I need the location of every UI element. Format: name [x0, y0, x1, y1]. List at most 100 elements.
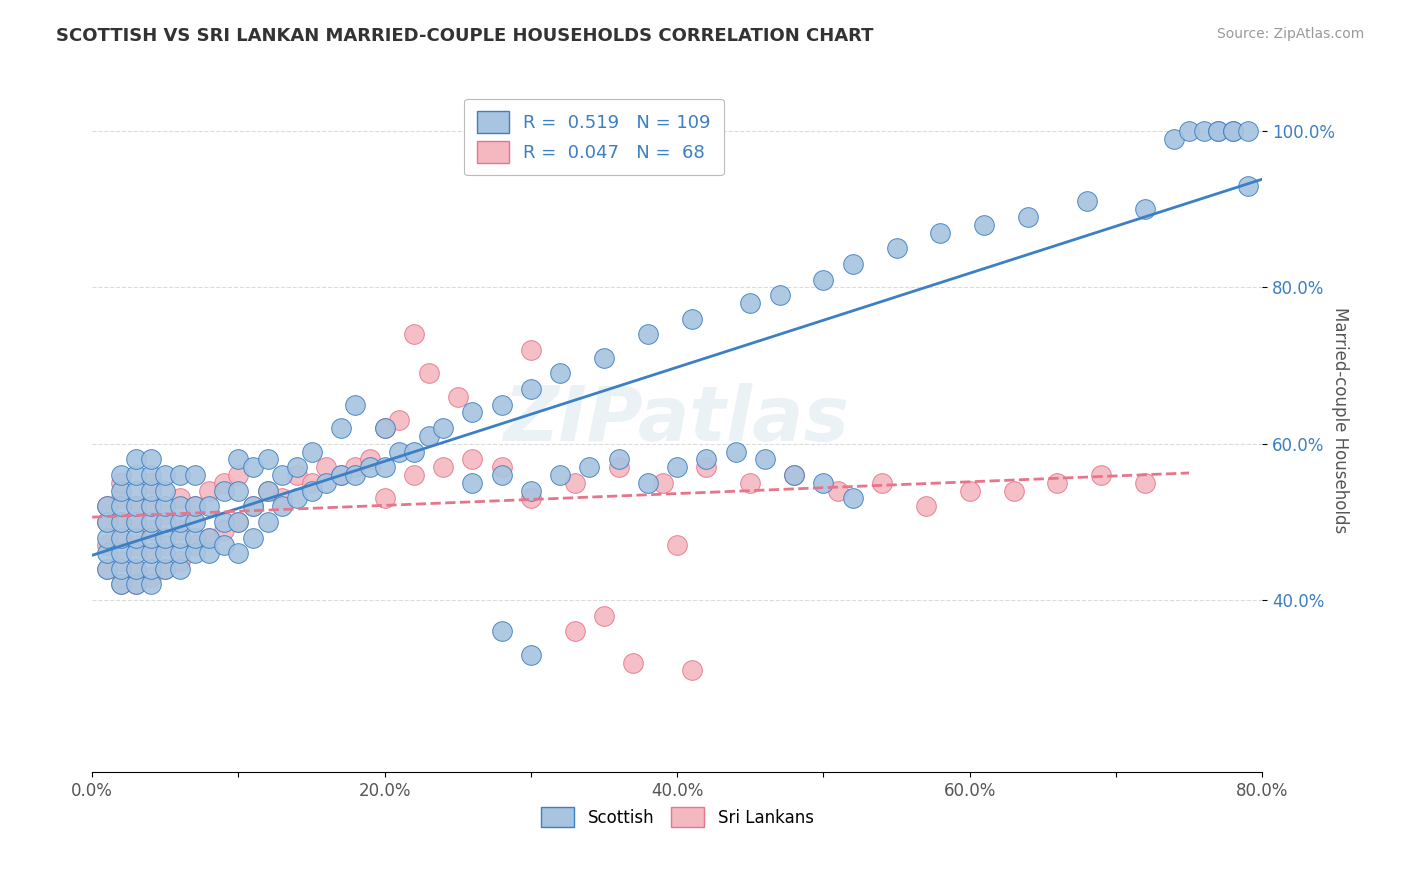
Point: [754, 452, 776, 467]
Point: [96, 500, 118, 514]
Point: [155, 515, 177, 529]
Point: [432, 421, 454, 435]
Point: [374, 421, 396, 435]
Y-axis label: Married-couple Households: Married-couple Households: [1331, 307, 1348, 533]
Point: [388, 444, 411, 458]
Point: [374, 491, 396, 506]
Point: [374, 460, 396, 475]
Point: [139, 500, 162, 514]
Point: [96, 562, 118, 576]
Point: [212, 538, 235, 552]
Point: [564, 624, 586, 639]
Point: [344, 460, 367, 475]
Point: [198, 500, 221, 514]
Point: [125, 515, 148, 529]
Point: [183, 531, 205, 545]
Point: [1208, 124, 1230, 138]
Point: [813, 272, 835, 286]
Point: [359, 452, 381, 467]
Point: [125, 483, 148, 498]
Point: [1090, 468, 1112, 483]
Point: [155, 507, 177, 521]
Point: [520, 648, 543, 662]
Point: [212, 483, 235, 498]
Point: [96, 531, 118, 545]
Point: [301, 483, 323, 498]
Point: [139, 452, 162, 467]
Point: [110, 546, 132, 560]
Point: [155, 562, 177, 576]
Point: [139, 562, 162, 576]
Point: [139, 546, 162, 560]
Point: [110, 483, 132, 498]
Point: [155, 546, 177, 560]
Point: [110, 577, 132, 591]
Point: [520, 483, 543, 498]
Point: [242, 460, 264, 475]
Point: [125, 562, 148, 576]
Point: [520, 491, 543, 506]
Point: [183, 500, 205, 514]
Point: [1236, 124, 1258, 138]
Point: [1135, 202, 1157, 217]
Point: [198, 531, 221, 545]
Point: [228, 468, 250, 483]
Point: [1178, 124, 1201, 138]
Point: [139, 515, 162, 529]
Point: [841, 257, 863, 271]
Text: Source: ZipAtlas.com: Source: ZipAtlas.com: [1216, 27, 1364, 41]
Point: [256, 452, 278, 467]
Point: [315, 460, 337, 475]
Point: [139, 569, 162, 583]
Point: [139, 483, 162, 498]
Point: [125, 452, 148, 467]
Point: [621, 656, 644, 670]
Point: [285, 460, 308, 475]
Point: [681, 664, 703, 678]
Point: [169, 491, 191, 506]
Point: [212, 475, 235, 490]
Point: [607, 452, 630, 467]
Point: [155, 483, 177, 498]
Point: [929, 226, 952, 240]
Point: [125, 577, 148, 591]
Point: [491, 624, 513, 639]
Point: [242, 531, 264, 545]
Point: [169, 515, 191, 529]
Point: [155, 468, 177, 483]
Point: [329, 468, 352, 483]
Point: [256, 483, 278, 498]
Point: [96, 515, 118, 529]
Point: [285, 468, 308, 483]
Point: [548, 367, 571, 381]
Point: [418, 367, 440, 381]
Point: [359, 460, 381, 475]
Point: [520, 382, 543, 396]
Point: [344, 468, 367, 483]
Point: [564, 475, 586, 490]
Point: [374, 421, 396, 435]
Point: [461, 452, 484, 467]
Point: [637, 327, 659, 342]
Point: [418, 429, 440, 443]
Point: [256, 515, 278, 529]
Point: [1236, 178, 1258, 193]
Point: [228, 546, 250, 560]
Point: [169, 562, 191, 576]
Point: [110, 475, 132, 490]
Point: [155, 562, 177, 576]
Point: [548, 468, 571, 483]
Point: [447, 390, 470, 404]
Point: [491, 468, 513, 483]
Point: [110, 531, 132, 545]
Point: [125, 562, 148, 576]
Point: [491, 398, 513, 412]
Point: [125, 531, 148, 545]
Point: [271, 468, 294, 483]
Point: [228, 483, 250, 498]
Point: [813, 475, 835, 490]
Point: [724, 444, 747, 458]
Point: [432, 460, 454, 475]
Point: [402, 468, 425, 483]
Point: [841, 491, 863, 506]
